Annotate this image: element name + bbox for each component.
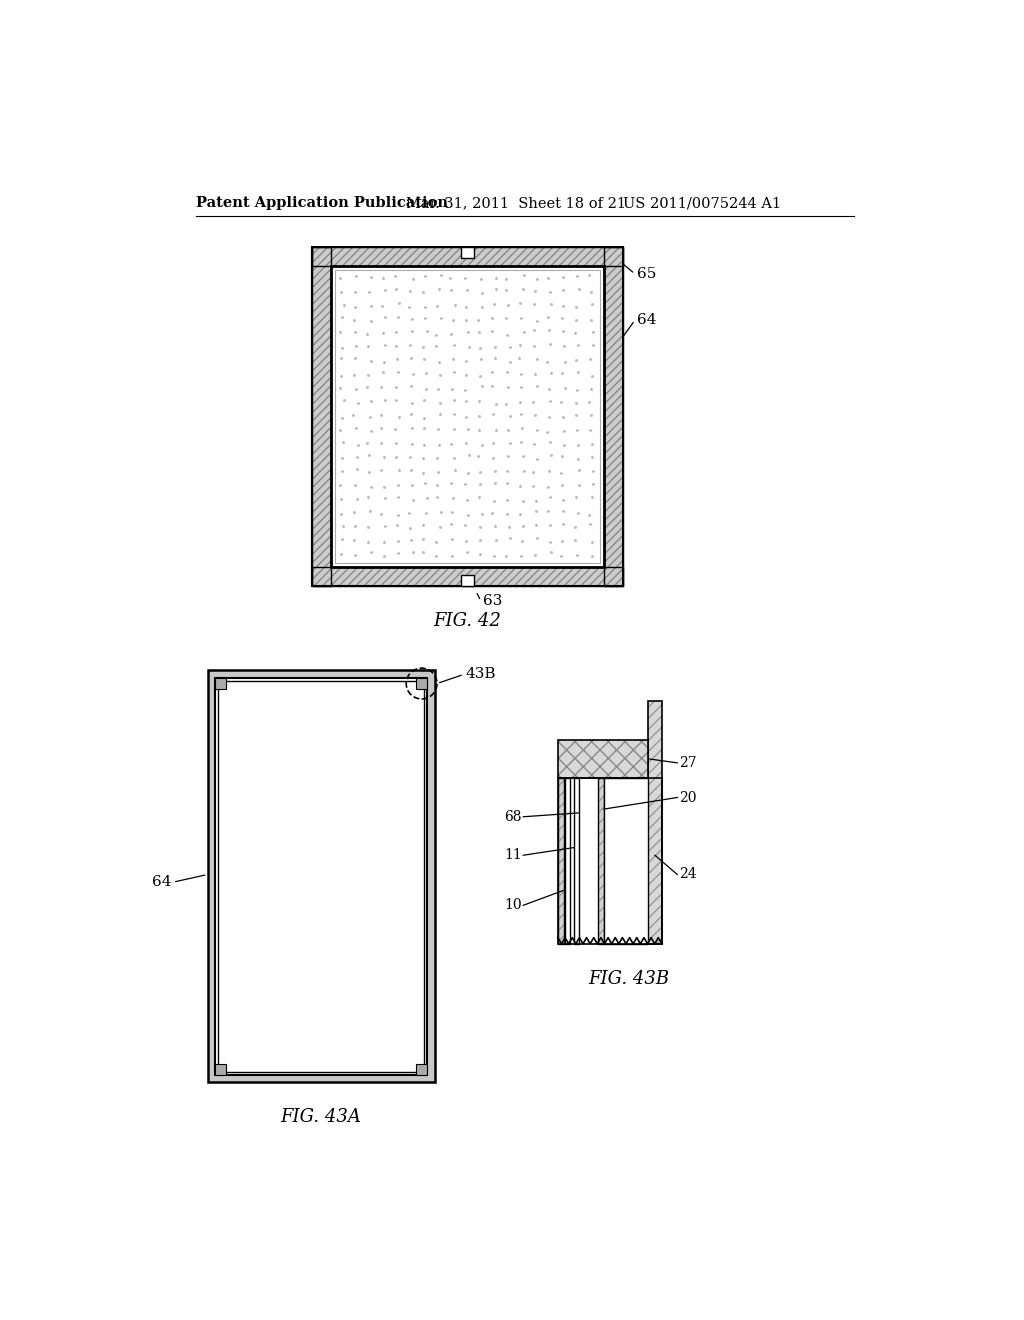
Bar <box>311 566 624 586</box>
Bar <box>331 267 604 566</box>
Text: 24: 24 <box>679 867 696 882</box>
Text: Mar. 31, 2011  Sheet 18 of 21: Mar. 31, 2011 Sheet 18 of 21 <box>407 197 627 210</box>
Text: 65: 65 <box>637 267 656 281</box>
Text: 20: 20 <box>679 791 696 804</box>
Bar <box>648 701 662 944</box>
Text: Patent Application Publication: Patent Application Publication <box>196 197 449 210</box>
Text: US 2011/0075244 A1: US 2011/0075244 A1 <box>624 197 781 210</box>
Text: 10: 10 <box>504 899 521 912</box>
Bar <box>416 1064 427 1074</box>
Text: FIG. 43A: FIG. 43A <box>281 1109 361 1126</box>
Text: 11: 11 <box>504 849 521 862</box>
Bar <box>574 779 579 944</box>
Bar <box>558 779 564 944</box>
Bar <box>604 247 624 586</box>
Bar <box>565 779 570 944</box>
Text: 68: 68 <box>504 809 521 824</box>
Text: 64: 64 <box>152 875 171 890</box>
Bar <box>215 1064 226 1074</box>
Bar <box>208 671 435 1082</box>
Bar <box>558 779 564 944</box>
Bar <box>558 739 648 779</box>
Bar <box>604 247 624 586</box>
Bar <box>648 701 662 944</box>
Bar <box>311 247 624 267</box>
Bar <box>335 271 600 562</box>
Bar <box>558 739 648 779</box>
Text: 43B: 43B <box>466 668 496 681</box>
Text: 63: 63 <box>483 594 503 609</box>
Text: 27: 27 <box>679 756 696 770</box>
Bar <box>558 779 662 944</box>
Bar <box>215 678 226 689</box>
Bar <box>311 247 624 267</box>
Bar <box>604 779 648 944</box>
Bar <box>311 247 331 586</box>
Bar <box>311 566 624 586</box>
Bar <box>598 779 604 944</box>
Bar <box>311 247 624 586</box>
Bar <box>215 678 427 1074</box>
Text: 64: 64 <box>637 313 656 327</box>
Bar <box>461 576 474 586</box>
Text: FIG. 43B: FIG. 43B <box>589 970 670 987</box>
Text: FIG. 42: FIG. 42 <box>433 611 502 630</box>
Bar <box>461 247 474 257</box>
Bar <box>598 779 604 944</box>
Bar <box>416 678 427 689</box>
Bar <box>311 247 331 586</box>
Bar <box>218 681 424 1072</box>
